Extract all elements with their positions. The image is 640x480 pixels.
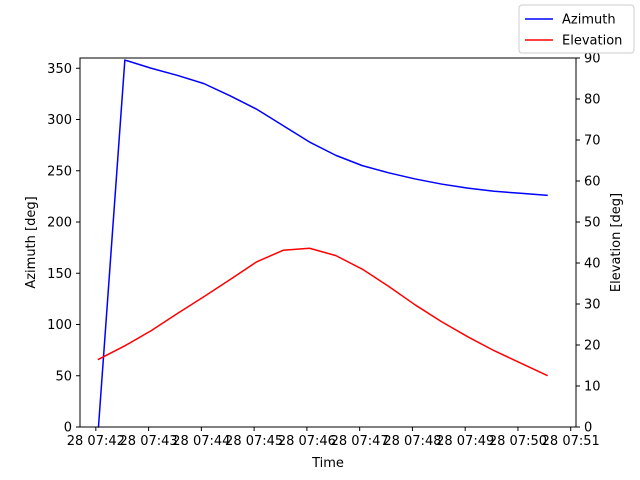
y-right-tick-label: 20 bbox=[584, 339, 601, 354]
x-axis-label: Time bbox=[311, 456, 344, 471]
x-tick-label: 28 07:46 bbox=[278, 434, 336, 449]
plot-frame bbox=[79, 57, 577, 428]
series-line-azimuth bbox=[97, 59, 548, 428]
series-layer bbox=[97, 59, 548, 428]
x-tick-label: 28 07:49 bbox=[436, 434, 494, 449]
y-left-tick-label: 300 bbox=[47, 113, 72, 128]
legend-label-elevation: Elevation bbox=[562, 34, 622, 49]
y-right-tick-label: 70 bbox=[584, 134, 601, 149]
x-tick-label: 28 07:45 bbox=[225, 434, 283, 449]
legend-label-azimuth: Azimuth bbox=[562, 13, 616, 28]
x-tick-label: 28 07:51 bbox=[542, 434, 600, 449]
y-left-tick-label: 150 bbox=[47, 267, 72, 282]
y-right-tick-label: 0 bbox=[584, 421, 592, 436]
y-right-tick-label: 30 bbox=[584, 298, 601, 313]
y-right-tick-label: 80 bbox=[584, 93, 601, 108]
y-right-tick-label: 50 bbox=[584, 216, 601, 231]
y-right-tick-label: 40 bbox=[584, 257, 601, 272]
x-tick-label: 28 07:44 bbox=[172, 434, 230, 449]
x-tick-label: 28 07:47 bbox=[331, 434, 389, 449]
x-tick-label: 28 07:43 bbox=[120, 434, 178, 449]
y-right-tick-label: 10 bbox=[584, 380, 601, 395]
x-tick-label: 28 07:42 bbox=[67, 434, 125, 449]
y-axis-right-label: Elevation [deg] bbox=[609, 193, 624, 292]
y-left-tick-label: 100 bbox=[47, 318, 72, 333]
y-right-tick-label: 90 bbox=[584, 52, 601, 67]
y-axis-left-label: Azimuth [deg] bbox=[24, 196, 39, 288]
y-left-tick-label: 350 bbox=[47, 62, 72, 77]
x-tick-label: 28 07:50 bbox=[489, 434, 547, 449]
y-left-tick-label: 200 bbox=[47, 216, 72, 231]
y-axis-right: 0 10 20 30 40 50 60 70 80 90 bbox=[576, 52, 601, 436]
y-left-tick-label: 0 bbox=[64, 421, 72, 436]
y-axis-left: 0 50 100 150 200 250 300 350 bbox=[47, 62, 80, 436]
plot-area bbox=[80, 58, 576, 427]
y-right-tick-label: 60 bbox=[584, 175, 601, 190]
x-tick-label: 28 07:48 bbox=[383, 434, 441, 449]
legend: Azimuth Elevation bbox=[518, 4, 635, 54]
legend-box bbox=[518, 4, 635, 54]
y-left-tick-label: 250 bbox=[47, 164, 72, 179]
y-left-tick-label: 50 bbox=[55, 369, 72, 384]
series-line-elevation bbox=[97, 247, 548, 377]
